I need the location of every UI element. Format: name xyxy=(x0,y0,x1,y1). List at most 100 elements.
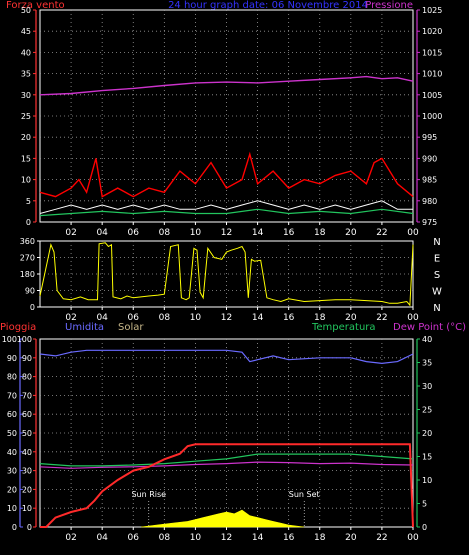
panel3-left-tick-label-outer: 20 xyxy=(7,485,17,494)
pressure-series-line xyxy=(39,75,414,96)
panel3-left-tick-label-outer: 80 xyxy=(7,373,17,382)
panel3-xtick-label: 16 xyxy=(283,533,295,543)
panel2-xtick-label: 00 xyxy=(407,313,419,323)
panel1-left-tick-label: 40 xyxy=(21,48,31,57)
panel3-left-tick-label-outer: 90 xyxy=(7,354,17,363)
panel3-right-tick-label: 35 xyxy=(422,359,432,368)
panel2-xtick-label: 16 xyxy=(283,313,295,323)
panel1-xtick-label: 12 xyxy=(221,228,232,238)
rain-series-line xyxy=(40,443,414,528)
wind-series-line xyxy=(39,200,413,214)
panel2-xtick-label: 08 xyxy=(159,313,171,323)
temperature-series-line xyxy=(39,453,414,467)
panel3-label-temperature: Temperatura xyxy=(311,322,376,333)
panel1-right-tick-label: 975 xyxy=(422,218,437,227)
avg-wind-series-line xyxy=(39,208,414,217)
rain-humidity-temp-panel: Pioggia Umidita Solar Temperatura Dew Po… xyxy=(0,322,466,543)
panel3-xtick-label: 22 xyxy=(376,533,387,543)
panel3-right-tick-label: 40 xyxy=(422,335,432,344)
panel1-xtick-label: 00 xyxy=(407,228,419,238)
panel3-xtick-label: 00 xyxy=(407,533,419,543)
panel1-right-tick-label: 1000 xyxy=(422,112,442,121)
panel2-left-tick-label: 180 xyxy=(20,270,35,279)
panel3-left-tick-label-inner: 40 xyxy=(22,448,32,457)
panel1-xtick-label: 22 xyxy=(376,228,387,238)
panel3-left-tick-label-inner: 80 xyxy=(22,373,32,382)
panel3-left-tick-label-inner: 30 xyxy=(22,467,32,476)
panel3-label-dewpoint: Dew Point (°C) xyxy=(393,322,466,333)
panel2-xtick-label: 12 xyxy=(221,313,232,323)
panel3-right-tick-label: 25 xyxy=(422,406,432,415)
panel2-compass-label: N xyxy=(433,303,440,314)
panel3-right-tick-label: 15 xyxy=(422,453,432,462)
panel3-label-humidity: Umidita xyxy=(65,322,104,333)
panel2-left-tick-label: 360 xyxy=(20,237,35,246)
panel3-label-rain: Pioggia xyxy=(0,322,36,333)
panel1-right-tick-label: 1010 xyxy=(422,70,442,79)
panel3-left-tick-label-outer: 10 xyxy=(7,504,17,513)
panel3-left-tick-label-outer: 30 xyxy=(7,467,17,476)
panel3-xtick-label: 08 xyxy=(159,533,171,543)
panel3-right-tick-label: 5 xyxy=(422,500,427,509)
panel3-right-tick-label: 10 xyxy=(422,476,432,485)
panel3-left-tick-label-outer: 0 xyxy=(12,523,17,532)
panel1-left-tick-label: 5 xyxy=(26,197,31,206)
panel2-xtick-label: 06 xyxy=(128,313,140,323)
wind-direction-series xyxy=(39,242,414,307)
panel3-annotation: Sun Set xyxy=(289,490,320,499)
panel3-xtick-label: 14 xyxy=(252,533,264,543)
panel2-compass-label: N xyxy=(433,237,440,248)
panel1-left-tick-label: 0 xyxy=(26,218,31,227)
panel2-xtick-label: 02 xyxy=(65,313,76,323)
panel3-left-tick-label-inner: 100 xyxy=(17,335,32,344)
humidity-series-line xyxy=(39,349,414,365)
panel3-right-tick-label: 30 xyxy=(422,382,432,391)
panel3-left-tick-label-inner: 70 xyxy=(22,391,32,400)
panel3-left-tick-label-inner: 90 xyxy=(22,354,32,363)
panel1-left-tick-label: 25 xyxy=(21,112,31,121)
panel2-left-tick-label: 270 xyxy=(20,254,35,263)
panel3-xtick-label: 06 xyxy=(128,533,140,543)
panel1-xtick-label: 14 xyxy=(252,228,264,238)
panel2-compass-label: E xyxy=(434,254,440,265)
panel1-left-tick-label: 50 xyxy=(21,6,31,15)
panel1-right-axis-label: Pressione xyxy=(365,0,413,11)
wind-pressure-panel: 24 hour graph date: 06 Novembre 2014 For… xyxy=(6,0,442,238)
panel3-left-tick-label-outer: 50 xyxy=(7,429,17,438)
panel2-compass-label: S xyxy=(434,270,440,281)
panel2-xtick-label: 20 xyxy=(345,313,357,323)
panel1-xtick-label: 16 xyxy=(283,228,295,238)
panel1-left-tick-label: 15 xyxy=(21,154,31,163)
panel3-xtick-label: 20 xyxy=(345,533,357,543)
solar-series-area xyxy=(140,509,305,528)
dewpoint-series-line xyxy=(39,461,414,469)
panel3-xtick-label: 12 xyxy=(221,533,232,543)
panel1-xtick-label: 02 xyxy=(65,228,76,238)
panel1-xtick-label: 04 xyxy=(96,228,108,238)
panel2-left-tick-label: 0 xyxy=(30,303,35,312)
panel2-left-tick-label: 90 xyxy=(25,287,35,296)
panel1-right-tick-label: 1020 xyxy=(422,27,442,36)
panel1-left-tick-label: 30 xyxy=(21,91,31,100)
panel3-left-tick-label-inner: 0 xyxy=(27,523,32,532)
panel1-left-tick-label: 35 xyxy=(21,70,31,79)
panel3-right-tick-label: 0 xyxy=(422,523,427,532)
panel3-xtick-label: 18 xyxy=(314,533,326,543)
panel1-xtick-label: 06 xyxy=(128,228,140,238)
gust-series-line xyxy=(39,151,414,198)
panel3-label-solar: Solar xyxy=(118,322,144,333)
panel1-right-tick-label: 1005 xyxy=(422,91,442,100)
panel1-right-tick-label: 990 xyxy=(422,154,437,163)
panel1-right-tick-label: 1025 xyxy=(422,6,442,15)
panel1-right-tick-label: 985 xyxy=(422,176,437,185)
panel3-left-tick-label-inner: 10 xyxy=(22,504,32,513)
panel1-xtick-label: 20 xyxy=(345,228,357,238)
panel3-left-tick-label-outer: 60 xyxy=(7,410,17,419)
panel1-xtick-label: 10 xyxy=(190,228,202,238)
panel2-xtick-label: 18 xyxy=(314,313,326,323)
panel2-xtick-label: 04 xyxy=(96,313,108,323)
panel3-left-tick-label-outer: 100 xyxy=(2,335,17,344)
panel2-xtick-label: 22 xyxy=(376,313,387,323)
panel3-xtick-label: 04 xyxy=(96,533,108,543)
